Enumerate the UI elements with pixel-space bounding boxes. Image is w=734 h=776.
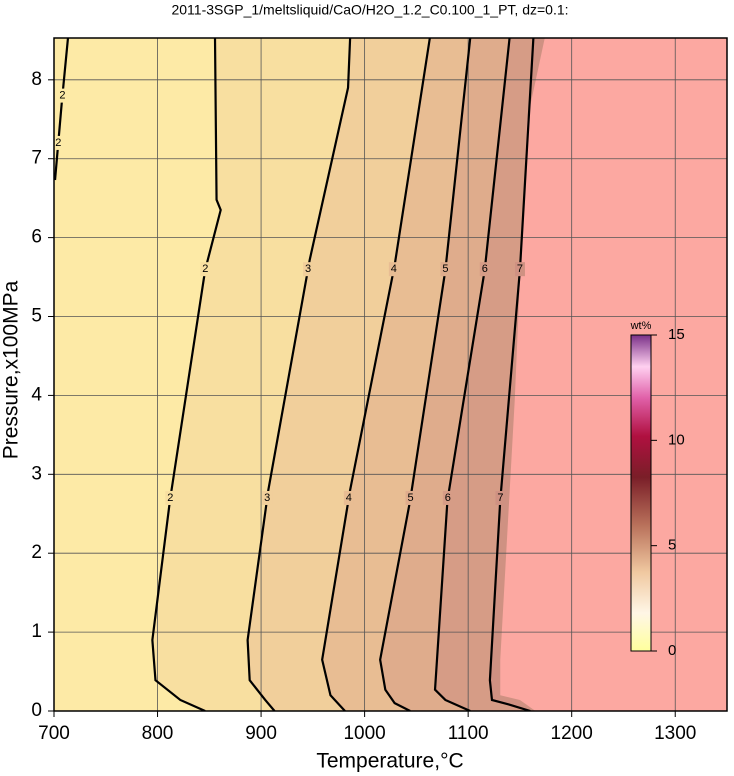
contour-label: 6 (445, 492, 451, 504)
contour-label-bg (405, 490, 416, 505)
contour-label-bg (303, 262, 314, 277)
colorbar-tick-label: 10 (668, 431, 685, 448)
contour-line (321, 38, 431, 711)
contour-label: 6 (482, 263, 488, 275)
contour-label-bg (442, 490, 453, 505)
colorbar (630, 334, 652, 652)
contour-label-bg (440, 262, 451, 277)
contour-label: 2 (59, 90, 65, 102)
x-tick-label: 900 (245, 723, 277, 744)
plot-frame (53, 37, 728, 712)
x-axis-label: Temperature,°C (316, 750, 463, 773)
contour-label: 5 (407, 492, 413, 504)
colorbar-tick-label: 0 (668, 642, 676, 659)
colorbar-tick-label: 15 (668, 326, 685, 343)
contour-label: 2 (202, 263, 208, 275)
x-tick-label: 1300 (654, 723, 696, 744)
contour-label: 3 (305, 263, 311, 275)
contour-label-bg (54, 135, 64, 150)
contour-label-bg (495, 490, 506, 505)
y-tick-label: 0 (31, 700, 42, 721)
y-tick-label: 5 (31, 306, 42, 327)
contour-label: 5 (442, 263, 448, 275)
contour-label-bg (514, 262, 525, 277)
y-axis-label: Pressure,x100MPa (0, 280, 23, 459)
y-tick-label: 4 (31, 384, 42, 405)
contour-label: 4 (346, 492, 352, 504)
axes: 700 800 900 1000 1100 1200 1300 0 1 2 3 4 5 6 7 8 wt% 0 5 1… (31, 37, 728, 744)
x-tick-label: 700 (38, 723, 70, 744)
x-tick-label: 1000 (343, 723, 385, 744)
contour-label-bg (200, 262, 211, 277)
contour-label-bg (343, 490, 354, 505)
colorbar-tick-label: 5 (668, 537, 676, 554)
contour-label-bg (479, 262, 490, 277)
contour-label-bg (262, 490, 273, 505)
contour-label: 2 (55, 137, 61, 149)
x-tick-label: 1100 (448, 723, 489, 744)
contour-label: 2 (167, 492, 173, 504)
contour-label: 7 (497, 492, 503, 504)
contour-line (433, 38, 511, 711)
y-tick-label: 1 (31, 621, 42, 642)
contour-line (246, 38, 352, 711)
y-tick-label: 3 (31, 463, 42, 484)
y-tick-label: 7 (31, 148, 42, 169)
saturated-region (500, 38, 727, 711)
chart-title: 2011-3SGP_1/meltsliquid/CaO/H2O_1.2_C0.1… (171, 2, 568, 18)
contour-label-bg (57, 88, 68, 103)
contour-label-bg (388, 262, 399, 277)
y-tick-label: 2 (31, 542, 42, 563)
contour-label: 3 (264, 492, 270, 504)
x-tick-label: 800 (142, 723, 174, 744)
contour-label: 4 (391, 263, 397, 275)
y-tick-label: 6 (31, 227, 42, 248)
colorbar-label: wt% (630, 320, 652, 332)
x-tick-label: 1200 (551, 723, 593, 744)
contour-label: 7 (517, 263, 523, 275)
plot-area: 2 2 2 2 3 3 4 4 5 5 6 6 7 7 (54, 38, 727, 711)
y-tick-label: 8 (31, 69, 42, 90)
contour-label-bg (165, 490, 176, 505)
